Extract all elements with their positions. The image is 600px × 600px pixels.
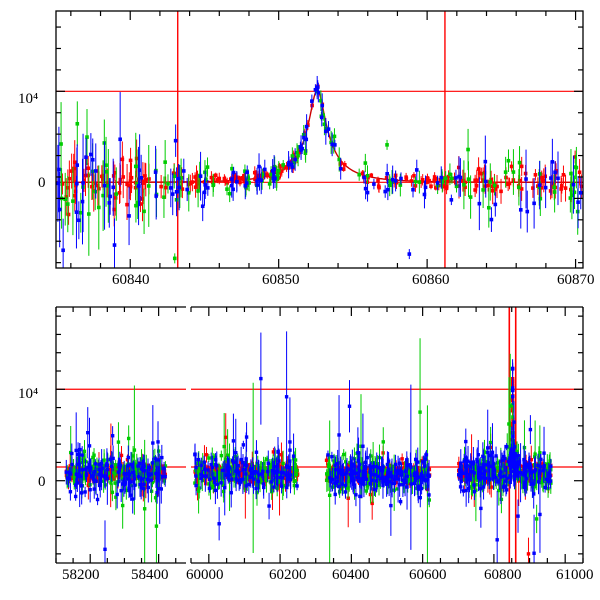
top-panel-canvas [55, 10, 584, 269]
top-xtick-label-0: 60840 [112, 272, 150, 288]
bottom-xtick-label-5: 60600 [409, 567, 447, 583]
bottom-ticks [55, 307, 584, 563]
top-panel [0, 0, 600, 295]
bottom-xtick-label-1: 58400 [131, 567, 169, 583]
top-green-band-points [59, 86, 580, 264]
bottom-xtick-label-3: 60200 [269, 567, 307, 583]
bottom-xtick-label-4: 60400 [332, 567, 370, 583]
top-ticks [56, 11, 583, 268]
top-axes [55, 10, 584, 269]
top-blue-band-points [56, 75, 583, 268]
top-model-curve [56, 89, 583, 183]
bottom-ytick-label-0: 0 [38, 474, 46, 490]
bottom-reference-lines [56, 307, 583, 563]
bottom-axes [55, 306, 584, 564]
bottom-panel-canvas [55, 306, 584, 564]
bottom-xtick-label-2: 60000 [186, 567, 224, 583]
top-xtick-label-2: 60860 [412, 272, 450, 288]
top-xtick-label-3: 60870 [557, 272, 595, 288]
top-red-band-points [56, 81, 583, 227]
bottom-blue-band-points [64, 331, 553, 563]
top-reference-lines [56, 11, 583, 268]
top-ytick-label-1e4: 10⁴ [18, 91, 39, 107]
bottom-ytick-label-1e4: 10⁴ [18, 386, 39, 402]
bottom-xtick-label-7: 61000 [556, 567, 594, 583]
bottom-xtick-label-6: 60800 [484, 567, 522, 583]
top-xtick-label-1: 60850 [262, 272, 300, 288]
bottom-panel [0, 295, 600, 600]
top-ytick-label-0: 0 [38, 175, 46, 191]
bottom-xtick-label-0: 58200 [62, 567, 100, 583]
